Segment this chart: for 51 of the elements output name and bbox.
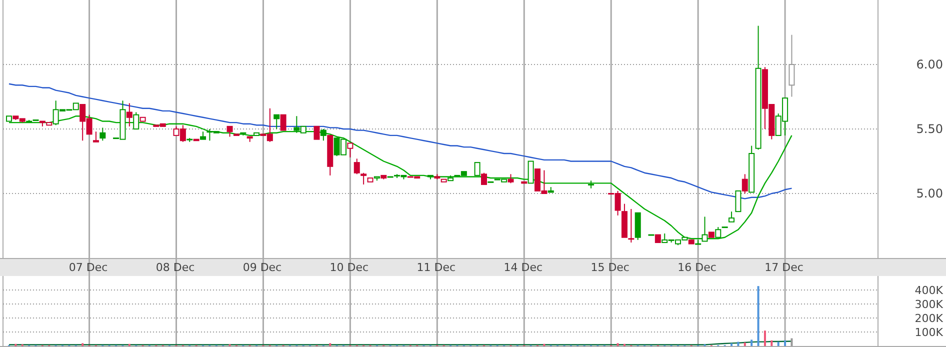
y-tick-label: 6.00 bbox=[916, 58, 943, 72]
y-tick-label: 400K bbox=[914, 284, 944, 297]
candlestick bbox=[92, 131, 99, 142]
candlestick bbox=[695, 239, 702, 245]
x-tick-label: 14 Dec bbox=[504, 261, 543, 274]
candlestick bbox=[728, 211, 735, 222]
bar bbox=[757, 286, 760, 346]
bar bbox=[737, 342, 740, 346]
candlestick bbox=[274, 114, 280, 130]
candlestick bbox=[735, 190, 742, 212]
x-tick-label: 16 Dec bbox=[678, 261, 716, 274]
candlestick bbox=[480, 172, 487, 185]
x-tick-label: 07 Dec bbox=[68, 261, 108, 274]
candlestick bbox=[100, 127, 106, 142]
candlestick bbox=[354, 158, 360, 175]
candlestick bbox=[508, 174, 514, 184]
candlestick bbox=[280, 114, 286, 131]
candlestick bbox=[474, 162, 480, 176]
y-tick-label: 5.50 bbox=[916, 122, 943, 136]
candlestick bbox=[715, 226, 722, 238]
x-tick-label: 10 Dec bbox=[330, 261, 369, 274]
bar bbox=[744, 342, 746, 346]
bar bbox=[790, 338, 793, 346]
bar bbox=[730, 343, 733, 346]
x-tick-label: 15 Dec bbox=[590, 261, 630, 274]
candlestick bbox=[702, 216, 708, 242]
candlestick bbox=[226, 126, 233, 138]
candlestick bbox=[360, 172, 367, 185]
y-tick-label: 100K bbox=[914, 326, 944, 339]
bar bbox=[750, 340, 753, 346]
candlestick bbox=[628, 208, 634, 244]
bar bbox=[616, 343, 619, 346]
bar bbox=[764, 330, 766, 346]
candlestick bbox=[314, 126, 320, 140]
x-tick-label: 08 Dec bbox=[156, 261, 195, 274]
y-tick-label: 300K bbox=[914, 298, 944, 311]
x-tick-label: 17 Dec bbox=[764, 261, 804, 274]
x-tick-label: 09 Dec bbox=[242, 261, 282, 274]
bar bbox=[82, 343, 84, 346]
x-tick-label: 11 Dec bbox=[416, 261, 456, 274]
bar bbox=[784, 340, 786, 346]
bar bbox=[329, 343, 332, 346]
bar bbox=[777, 342, 780, 346]
bar bbox=[770, 340, 773, 346]
candlestick bbox=[126, 102, 132, 127]
candlestick bbox=[320, 128, 326, 142]
y-tick-label: 5.00 bbox=[916, 186, 943, 200]
candlestick bbox=[528, 160, 534, 184]
candlestick bbox=[742, 174, 748, 194]
line-series bbox=[8, 83, 792, 200]
y-tick-label: 200K bbox=[914, 312, 944, 325]
